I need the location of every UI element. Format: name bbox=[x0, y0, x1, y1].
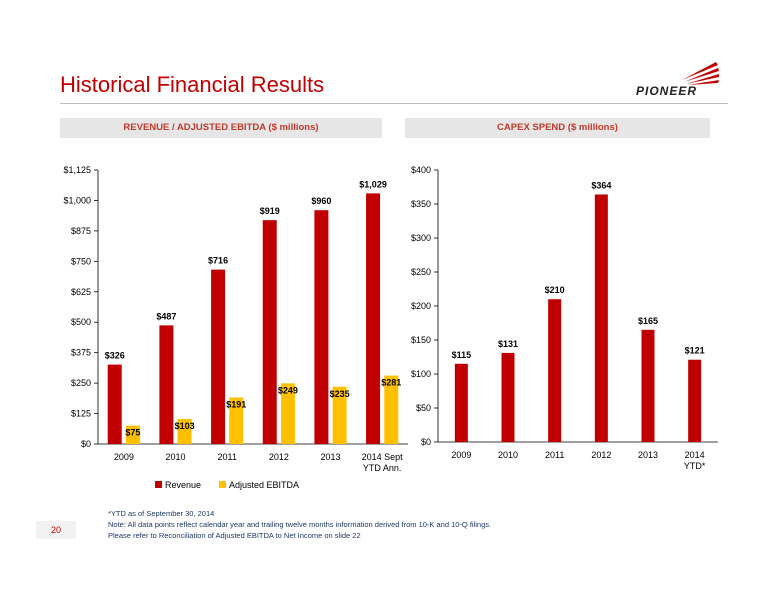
revenue-ebitda-banner: REVENUE / ADJUSTED EBITDA ($ millions) bbox=[60, 118, 382, 138]
x-tick-label: 2010 bbox=[165, 452, 185, 462]
x-tick-label: YTD Ann. bbox=[363, 463, 402, 473]
y-tick-label: $500 bbox=[71, 317, 91, 327]
y-tick-label: $375 bbox=[71, 348, 91, 358]
x-tick-label: 2014 Sept bbox=[362, 452, 404, 462]
y-tick-label: $0 bbox=[421, 437, 431, 447]
revenue-bar bbox=[366, 193, 381, 444]
capex-bar bbox=[641, 329, 655, 442]
y-tick-label: $625 bbox=[71, 287, 91, 297]
data-label: $131 bbox=[498, 339, 518, 349]
logo-text: PIONEER bbox=[636, 84, 698, 98]
capex-bar bbox=[548, 299, 562, 442]
data-label: $115 bbox=[452, 350, 472, 360]
adjusted-ebitda-bar bbox=[280, 383, 295, 444]
y-tick-label: $875 bbox=[71, 226, 91, 236]
x-tick-label: 2011 bbox=[545, 450, 564, 460]
revenue-bar bbox=[159, 325, 174, 444]
x-tick-label: 2012 bbox=[269, 452, 289, 462]
pioneer-logo-icon bbox=[682, 62, 719, 85]
y-tick-label: $50 bbox=[416, 403, 431, 413]
y-tick-label: $0 bbox=[81, 439, 91, 449]
footnotes: *YTD as of September 30, 2014 Note: All … bbox=[108, 508, 491, 541]
x-tick-label: 2011 bbox=[217, 452, 236, 462]
data-label: $960 bbox=[311, 196, 331, 206]
data-label: $1,029 bbox=[359, 179, 387, 189]
revenue-bar bbox=[211, 269, 226, 444]
capex-bar bbox=[594, 194, 608, 442]
page-number: 20 bbox=[36, 521, 76, 539]
y-tick-label: $250 bbox=[71, 378, 91, 388]
y-tick-label: $200 bbox=[411, 301, 431, 311]
y-tick-label: $300 bbox=[411, 233, 431, 243]
data-label: $191 bbox=[226, 399, 246, 409]
footnote-ytd: *YTD as of September 30, 2014 bbox=[108, 509, 215, 518]
capex-bar bbox=[501, 352, 515, 442]
data-label: $487 bbox=[156, 311, 176, 321]
revenue-bar bbox=[107, 364, 122, 444]
x-tick-label: 2010 bbox=[498, 450, 518, 460]
y-tick-label: $125 bbox=[71, 409, 91, 419]
x-tick-label: 2012 bbox=[591, 450, 611, 460]
data-label: $165 bbox=[638, 316, 658, 326]
y-tick-label: $150 bbox=[411, 335, 431, 345]
adjusted-ebitda-bar bbox=[229, 397, 244, 444]
y-tick-label: $1,000 bbox=[63, 195, 91, 205]
x-tick-label: 2013 bbox=[638, 450, 658, 460]
adjusted-ebitda-bar bbox=[384, 375, 399, 444]
adjusted-ebitda-bar bbox=[177, 418, 192, 444]
data-label: $281 bbox=[381, 378, 401, 388]
legend-swatch bbox=[219, 481, 226, 488]
y-tick-label: $250 bbox=[411, 267, 431, 277]
data-label: $75 bbox=[125, 428, 140, 438]
data-label: $121 bbox=[685, 346, 705, 356]
page-title: Historical Financial Results bbox=[60, 72, 325, 97]
data-label: $235 bbox=[330, 389, 350, 399]
capex-banner: CAPEX SPEND ($ millions) bbox=[405, 118, 710, 138]
revenue-bar bbox=[314, 210, 329, 444]
footnote-reconciliation: Please refer to Reconciliation of Adjust… bbox=[108, 531, 361, 540]
data-label: $326 bbox=[105, 351, 125, 361]
data-label: $364 bbox=[591, 180, 611, 190]
adjusted-ebitda-bar bbox=[125, 425, 140, 444]
capex-bar bbox=[454, 363, 468, 442]
data-label: $919 bbox=[260, 206, 280, 216]
data-label: $249 bbox=[278, 385, 298, 395]
legend-label: Revenue bbox=[165, 480, 201, 490]
x-tick-label: 2009 bbox=[114, 452, 134, 462]
revenue-bar bbox=[262, 220, 277, 444]
y-tick-label: $750 bbox=[71, 256, 91, 266]
data-label: $716 bbox=[208, 256, 228, 266]
legend-label: Adjusted EBITDA bbox=[229, 480, 299, 490]
adjusted-ebitda-bar bbox=[332, 386, 347, 444]
data-label: $210 bbox=[545, 285, 565, 295]
capex-chart: $0 $50 $100 $150 $200 $250 $300 $350 $400 2009 $11… bbox=[411, 165, 718, 471]
footnote-source: Note: All data points reflect calendar y… bbox=[108, 520, 492, 529]
x-tick-label: 2013 bbox=[320, 452, 340, 462]
x-tick-label: 2014 bbox=[685, 450, 705, 460]
x-tick-label: 2009 bbox=[451, 450, 471, 460]
y-tick-label: $400 bbox=[411, 165, 431, 175]
title-divider bbox=[60, 103, 728, 104]
legend-swatch bbox=[155, 481, 162, 488]
y-tick-label: $100 bbox=[411, 369, 431, 379]
capex-bar bbox=[688, 359, 702, 442]
y-tick-label: $350 bbox=[411, 199, 431, 209]
revenue-ebitda-chart: $0 $125 $250 $375 $500 $625 $750 $875 $1,000 $1,1… bbox=[63, 165, 408, 490]
data-label: $103 bbox=[175, 421, 195, 431]
x-tick-label: YTD* bbox=[684, 461, 706, 471]
y-tick-label: $1,125 bbox=[63, 165, 91, 175]
